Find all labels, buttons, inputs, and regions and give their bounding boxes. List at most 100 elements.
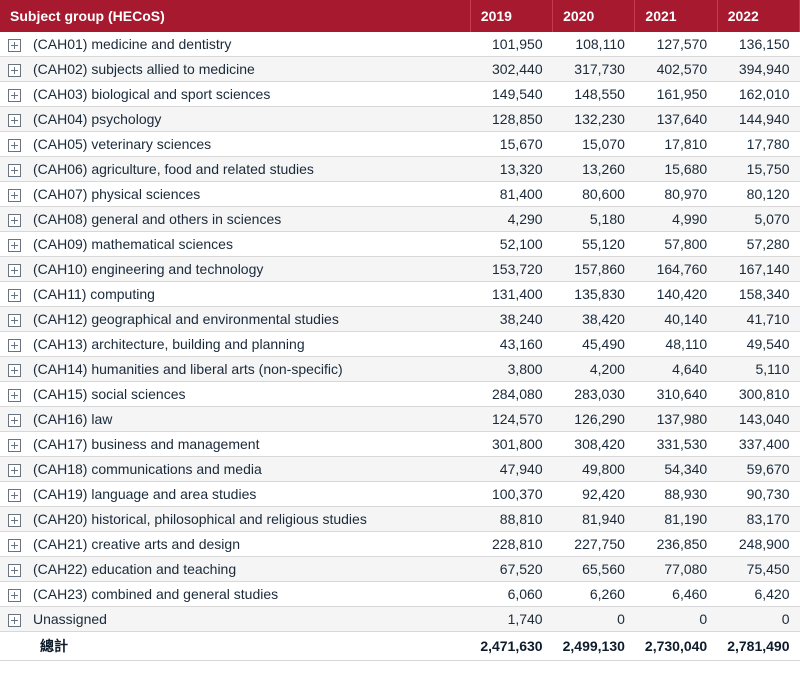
total-row: 總計2,471,6302,499,1302,730,0402,781,490 xyxy=(0,632,800,661)
expand-icon[interactable] xyxy=(8,364,21,377)
subject-label: (CAH07) physical sciences xyxy=(33,186,200,202)
value-cell: 15,680 xyxy=(635,157,717,182)
subject-label: (CAH23) combined and general studies xyxy=(33,586,278,602)
value-cell: 308,420 xyxy=(553,432,635,457)
value-cell: 49,540 xyxy=(717,332,799,357)
value-cell: 81,190 xyxy=(635,507,717,532)
expand-icon[interactable] xyxy=(8,214,21,227)
value-cell: 128,850 xyxy=(470,107,552,132)
subject-cell: (CAH01) medicine and dentistry xyxy=(0,32,470,57)
table-row: (CAH04) psychology128,850132,230137,6401… xyxy=(0,107,800,132)
value-cell: 75,450 xyxy=(717,557,799,582)
value-cell: 153,720 xyxy=(470,257,552,282)
value-cell: 131,400 xyxy=(470,282,552,307)
expand-icon[interactable] xyxy=(8,314,21,327)
subject-table: Subject group (HECoS) 2019 2020 2021 202… xyxy=(0,0,800,661)
expand-icon[interactable] xyxy=(8,164,21,177)
value-cell: 15,670 xyxy=(470,132,552,157)
value-cell: 5,180 xyxy=(553,207,635,232)
subject-label: (CAH02) subjects allied to medicine xyxy=(33,61,255,77)
value-cell: 80,970 xyxy=(635,182,717,207)
expand-icon[interactable] xyxy=(8,514,21,527)
expand-icon[interactable] xyxy=(8,464,21,477)
value-cell: 41,710 xyxy=(717,307,799,332)
table-row: (CAH13) architecture, building and plann… xyxy=(0,332,800,357)
table-row: (CAH21) creative arts and design228,8102… xyxy=(0,532,800,557)
value-cell: 81,940 xyxy=(553,507,635,532)
table-row: (CAH22) education and teaching67,52065,5… xyxy=(0,557,800,582)
expand-icon[interactable] xyxy=(8,189,21,202)
expand-icon[interactable] xyxy=(8,39,21,52)
value-cell: 301,800 xyxy=(470,432,552,457)
value-cell: 43,160 xyxy=(470,332,552,357)
subject-cell: (CAH23) combined and general studies xyxy=(0,582,470,607)
subject-label: (CAH15) social sciences xyxy=(33,386,186,402)
table-row: (CAH17) business and management301,80030… xyxy=(0,432,800,457)
subject-label: (CAH10) engineering and technology xyxy=(33,261,263,277)
subject-cell: (CAH06) agriculture, food and related st… xyxy=(0,157,470,182)
subject-cell: (CAH09) mathematical sciences xyxy=(0,232,470,257)
expand-icon[interactable] xyxy=(8,439,21,452)
subject-label: (CAH09) mathematical sciences xyxy=(33,236,233,252)
table-row: (CAH03) biological and sport sciences149… xyxy=(0,82,800,107)
value-cell: 227,750 xyxy=(553,532,635,557)
value-cell: 157,860 xyxy=(553,257,635,282)
table-row: (CAH23) combined and general studies6,06… xyxy=(0,582,800,607)
value-cell: 300,810 xyxy=(717,382,799,407)
expand-icon[interactable] xyxy=(8,614,21,627)
subject-cell: (CAH20) historical, philosophical and re… xyxy=(0,507,470,532)
expand-icon[interactable] xyxy=(8,239,21,252)
value-cell: 4,200 xyxy=(553,357,635,382)
expand-icon[interactable] xyxy=(8,264,21,277)
subject-cell: (CAH02) subjects allied to medicine xyxy=(0,57,470,82)
col-subject: Subject group (HECoS) xyxy=(0,0,470,32)
value-cell: 236,850 xyxy=(635,532,717,557)
value-cell: 13,260 xyxy=(553,157,635,182)
value-cell: 17,810 xyxy=(635,132,717,157)
subject-label: (CAH19) language and area studies xyxy=(33,486,256,502)
value-cell: 302,440 xyxy=(470,57,552,82)
value-cell: 55,120 xyxy=(553,232,635,257)
total-value-cell: 2,471,630 xyxy=(470,632,552,661)
value-cell: 228,810 xyxy=(470,532,552,557)
col-2022: 2022 xyxy=(717,0,799,32)
value-cell: 143,040 xyxy=(717,407,799,432)
subject-cell: (CAH15) social sciences xyxy=(0,382,470,407)
expand-icon[interactable] xyxy=(8,139,21,152)
expand-icon[interactable] xyxy=(8,414,21,427)
value-cell: 144,940 xyxy=(717,107,799,132)
expand-icon[interactable] xyxy=(8,339,21,352)
value-cell: 67,520 xyxy=(470,557,552,582)
subject-cell: (CAH10) engineering and technology xyxy=(0,257,470,282)
subject-cell: (CAH03) biological and sport sciences xyxy=(0,82,470,107)
value-cell: 40,140 xyxy=(635,307,717,332)
expand-icon[interactable] xyxy=(8,564,21,577)
expand-icon[interactable] xyxy=(8,289,21,302)
table-row: (CAH10) engineering and technology 153,72… xyxy=(0,257,800,282)
value-cell: 47,940 xyxy=(470,457,552,482)
value-cell: 38,240 xyxy=(470,307,552,332)
value-cell: 402,570 xyxy=(635,57,717,82)
expand-icon[interactable] xyxy=(8,89,21,102)
value-cell: 88,930 xyxy=(635,482,717,507)
subject-label: (CAH04) psychology xyxy=(33,111,161,127)
value-cell: 81,400 xyxy=(470,182,552,207)
subject-cell: (CAH17) business and management xyxy=(0,432,470,457)
expand-icon[interactable] xyxy=(8,489,21,502)
table-row: (CAH16) law124,570126,290137,980143,040 xyxy=(0,407,800,432)
value-cell: 4,290 xyxy=(470,207,552,232)
expand-icon[interactable] xyxy=(8,64,21,77)
value-cell: 6,460 xyxy=(635,582,717,607)
subject-label: (CAH14) humanities and liberal arts (non… xyxy=(33,361,343,377)
value-cell: 45,490 xyxy=(553,332,635,357)
subject-cell: (CAH07) physical sciences xyxy=(0,182,470,207)
value-cell: 65,560 xyxy=(553,557,635,582)
expand-icon[interactable] xyxy=(8,389,21,402)
total-value-cell: 2,730,040 xyxy=(635,632,717,661)
expand-icon[interactable] xyxy=(8,539,21,552)
value-cell: 248,900 xyxy=(717,532,799,557)
subject-cell: (CAH16) law xyxy=(0,407,470,432)
expand-icon[interactable] xyxy=(8,589,21,602)
value-cell: 126,290 xyxy=(553,407,635,432)
expand-icon[interactable] xyxy=(8,114,21,127)
